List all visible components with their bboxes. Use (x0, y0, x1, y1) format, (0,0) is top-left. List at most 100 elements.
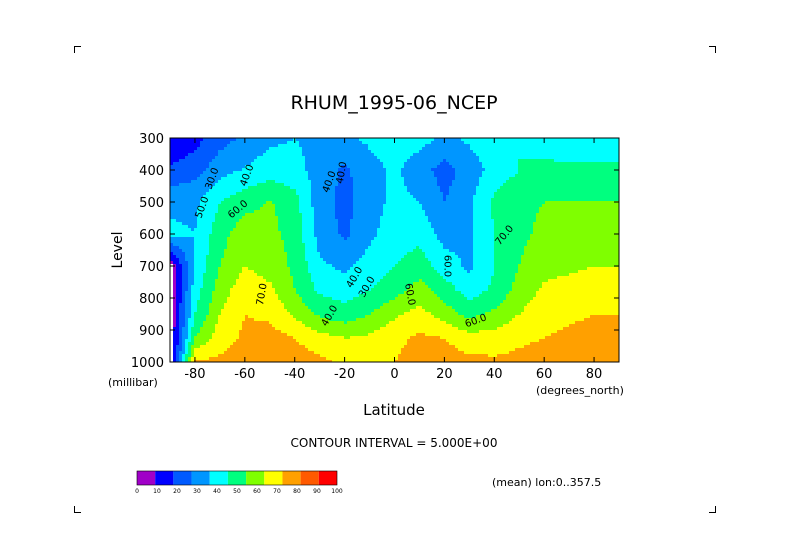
field-cell (590, 147, 594, 151)
field-cell (443, 177, 447, 181)
field-cell (473, 192, 477, 196)
field-cell (500, 153, 504, 157)
field-cell (188, 222, 192, 226)
field-cell (188, 207, 192, 211)
field-cell (560, 174, 564, 178)
field-cell (407, 150, 411, 154)
field-cell (611, 216, 615, 220)
field-cell (503, 219, 507, 223)
field-cell (395, 138, 399, 142)
field-cell (560, 153, 564, 157)
field-cell (476, 183, 480, 187)
field-cell (572, 174, 576, 178)
field-cell (557, 159, 561, 163)
field-cell (296, 210, 300, 214)
field-cell (308, 177, 312, 181)
field-cell (203, 147, 207, 151)
field-cell (296, 168, 300, 172)
field-cell (386, 228, 390, 232)
field-cell (404, 147, 408, 151)
field-cell (503, 189, 507, 193)
field-cell (302, 198, 306, 202)
field-cell (308, 147, 312, 151)
field-cell (230, 210, 234, 214)
field-cell (179, 141, 183, 145)
field-cell (554, 186, 558, 190)
field-cell (287, 165, 291, 169)
field-cell (401, 186, 405, 190)
field-cell (485, 213, 489, 217)
field-cell (464, 225, 468, 229)
field-cell (518, 222, 522, 226)
field-cell (170, 213, 174, 217)
field-cell (242, 219, 246, 223)
field-cell (383, 156, 387, 160)
field-cell (188, 192, 192, 196)
field-cell (257, 225, 261, 229)
field-cell (236, 168, 240, 172)
field-cell (506, 204, 510, 208)
field-cell (335, 186, 339, 190)
field-cell (368, 216, 372, 220)
field-cell (539, 192, 543, 196)
field-cell (350, 186, 354, 190)
field-cell (191, 207, 195, 211)
field-cell (392, 144, 396, 148)
field-cell (380, 189, 384, 193)
field-cell (392, 186, 396, 190)
field-cell (452, 198, 456, 202)
field-cell (368, 234, 372, 238)
field-cell (419, 174, 423, 178)
field-cell (611, 138, 615, 142)
field-cell (539, 162, 543, 166)
field-cell (410, 222, 414, 226)
field-cell (557, 219, 561, 223)
field-cell (572, 159, 576, 163)
field-cell (533, 222, 537, 226)
field-cell (380, 192, 384, 196)
field-cell (431, 186, 435, 190)
field-cell (473, 141, 477, 145)
field-cell (290, 213, 294, 217)
field-cell (371, 174, 375, 178)
field-cell (236, 234, 240, 238)
field-cell (503, 204, 507, 208)
field-cell (572, 150, 576, 154)
field-cell (611, 150, 615, 154)
field-cell (200, 174, 204, 178)
field-cell (476, 231, 480, 235)
field-cell (599, 180, 603, 184)
field-cell (197, 186, 201, 190)
field-cell (566, 171, 570, 175)
field-cell (482, 195, 486, 199)
field-cell (353, 189, 357, 193)
field-cell (395, 189, 399, 193)
field-cell (182, 174, 186, 178)
field-cell (617, 180, 620, 184)
field-cell (515, 216, 519, 220)
field-cell (413, 141, 417, 145)
field-cell (464, 189, 468, 193)
field-cell (542, 153, 546, 157)
field-cell (374, 171, 378, 175)
field-cell (476, 198, 480, 202)
field-cell (377, 144, 381, 148)
field-cell (572, 141, 576, 145)
field-cell (554, 204, 558, 208)
field-cell (581, 162, 585, 166)
field-cell (509, 234, 513, 238)
field-cell (494, 198, 498, 202)
field-cell (179, 198, 183, 202)
field-cell (464, 138, 468, 142)
field-cell (326, 207, 330, 211)
field-cell (518, 219, 522, 223)
field-cell (191, 204, 195, 208)
field-cell (605, 171, 609, 175)
field-cell (317, 162, 321, 166)
field-cell (506, 198, 510, 202)
field-cell (443, 147, 447, 151)
field-cell (176, 228, 180, 232)
field-cell (563, 177, 567, 181)
field-cell (488, 219, 492, 223)
field-cell (512, 138, 516, 142)
